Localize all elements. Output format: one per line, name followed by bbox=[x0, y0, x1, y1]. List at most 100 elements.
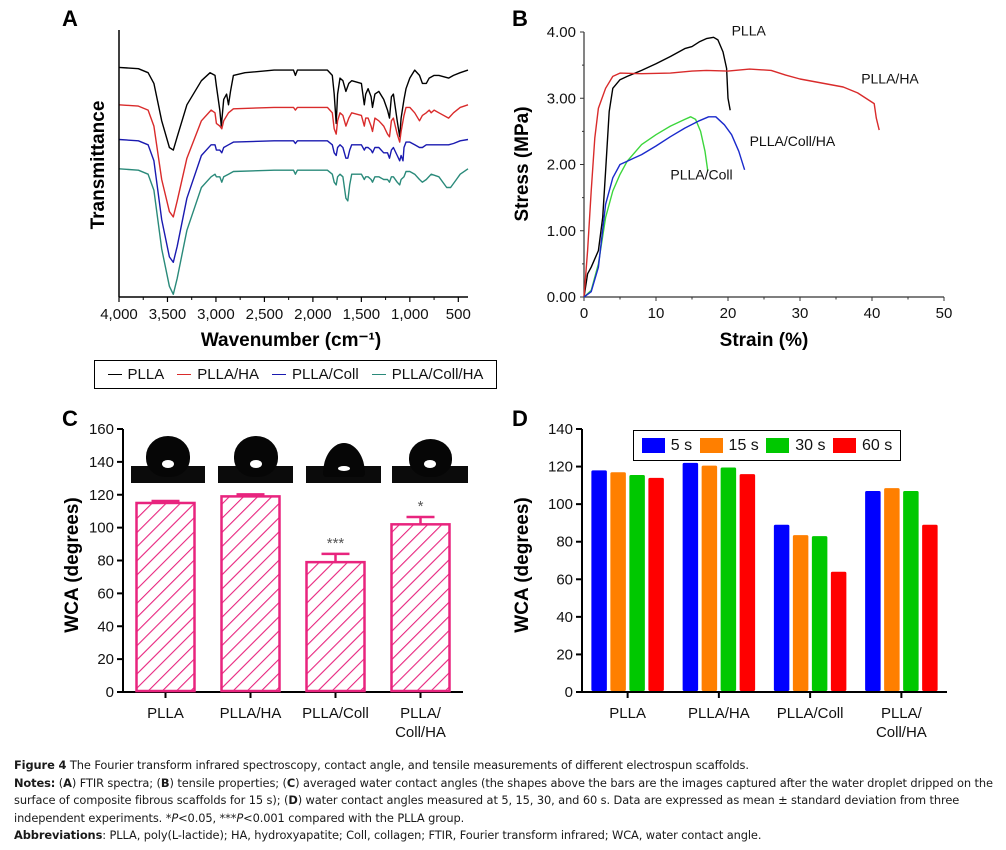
notes-segment: <0.001 compared with the PLLA group. bbox=[243, 810, 465, 825]
water-droplet bbox=[146, 436, 190, 477]
wca-c-category-label: Coll/HA bbox=[395, 724, 446, 741]
tensile-series-label: PLLA/HA bbox=[861, 71, 919, 87]
wca-c-category-label: PLLA/HA bbox=[220, 705, 282, 722]
ftir-x-tick-label: 500 bbox=[446, 306, 471, 323]
wca-legend-item: 30 s bbox=[766, 437, 826, 455]
wca-c-category-label: PLLA bbox=[147, 705, 184, 722]
wca-d-bar-15s bbox=[610, 472, 626, 691]
ftir-x-tick-label: 2,000 bbox=[294, 306, 332, 323]
tensile-y-tick-label: 3.00 bbox=[547, 90, 576, 107]
water-droplet bbox=[234, 436, 278, 477]
tensile-xlabel: Strain (%) bbox=[720, 330, 809, 351]
wca-legend-item: 5 s bbox=[641, 436, 693, 455]
tensile-x-tick-label: 20 bbox=[720, 305, 737, 322]
ftir-x-tick-label: 2,500 bbox=[246, 306, 284, 323]
ftir-series-line-plla bbox=[118, 66, 469, 151]
caption-title: Figure 4 The Fourier transform infrared … bbox=[14, 757, 1004, 775]
wca-d-bar-5s bbox=[591, 470, 607, 691]
caption-abbreviations-text: : PLLA, poly(L-lactide); HA, hydroxyapat… bbox=[102, 828, 762, 842]
wca-d-category-label: PLLA/Coll bbox=[777, 705, 844, 722]
wca-d-y-tick-label: 120 bbox=[548, 459, 573, 476]
legend-label: PLLA bbox=[127, 366, 165, 383]
significance-marker: * bbox=[418, 498, 424, 515]
wca-c-bar bbox=[305, 560, 366, 693]
wca-d-bar-15s bbox=[884, 488, 900, 691]
wca-d-y-tick-label: 100 bbox=[548, 496, 573, 513]
panel-c-wca-average: C 0 20 40 60 80 100 120 140 160 PLLA PLLA/HA PLLA/C… bbox=[0, 400, 500, 755]
ftir-x-tick-label: 1,500 bbox=[343, 306, 381, 323]
wca-d-category-label: PLLA bbox=[609, 705, 646, 722]
water-droplet-image bbox=[218, 433, 293, 483]
ftir-series-line-plla-coll-ha bbox=[118, 168, 469, 295]
tensile-y-tick-label: 1.00 bbox=[547, 223, 576, 240]
wca-c-y-tick-label: 80 bbox=[97, 553, 114, 570]
wca-d-y-tick-label: 20 bbox=[556, 646, 573, 663]
legend-line-swatch bbox=[107, 374, 122, 375]
legend-color-swatch bbox=[699, 438, 723, 453]
ftir-series-line-plla-coll bbox=[118, 138, 469, 263]
wca-d-bar-30s bbox=[903, 490, 919, 691]
panel-b-tensile: B 0.00 1.00 2.00 3.00 4.00 0 10 20 30 40 50 PLLA PL… bbox=[500, 0, 1006, 360]
ftir-legend: PLLA PLLA/HA PLLA/Coll PLLA/Coll/HA bbox=[94, 360, 497, 389]
tensile-series-line-plla-coll bbox=[583, 116, 709, 298]
droplet-glint bbox=[162, 460, 174, 468]
caption-figure-label: Figure 4 bbox=[14, 758, 67, 772]
wca-c-y-tick-label: 160 bbox=[89, 421, 114, 438]
legend-label: 5 s bbox=[670, 436, 693, 454]
droplet-glint bbox=[338, 466, 350, 471]
legend-color-swatch bbox=[766, 438, 790, 453]
legend-label: PLLA/Coll/HA bbox=[391, 366, 484, 383]
tensile-x-tick-label: 30 bbox=[792, 305, 809, 322]
notes-segment: ) FTIR spectra; ( bbox=[71, 775, 161, 790]
droplet-glint bbox=[250, 460, 262, 468]
ftir-xlabel: Wavenumber (cm⁻¹) bbox=[201, 330, 381, 351]
ftir-legend-item: PLLA/Coll bbox=[271, 366, 359, 383]
tensile-series-line-plla-coll-ha bbox=[583, 116, 746, 298]
water-droplet-image bbox=[392, 433, 468, 483]
legend-line-swatch bbox=[271, 374, 286, 375]
ftir-ylabel: Transmittance bbox=[88, 101, 109, 230]
droplet-glint bbox=[424, 460, 436, 468]
panel-letter-b: B bbox=[512, 6, 528, 31]
wca-d-bar-30s bbox=[720, 467, 737, 691]
wca-legend-item: 15 s bbox=[699, 437, 759, 455]
wca-d-y-tick-label: 40 bbox=[556, 609, 573, 626]
ftir-plot: 4,000 3,500 3,000 2,500 2,000 1,500 1,000 500 T… bbox=[88, 30, 471, 351]
wca-d-bar-5s bbox=[865, 490, 881, 691]
tensile-x-tick-label: 0 bbox=[580, 305, 588, 322]
notes-segment: P bbox=[171, 810, 179, 825]
caption-notes-label: Notes: bbox=[14, 775, 56, 790]
water-droplet bbox=[409, 439, 452, 477]
tensile-x-tick-label: 40 bbox=[864, 305, 881, 322]
wca-d-bar-30s bbox=[629, 475, 645, 691]
tensile-y-tick-label: 2.00 bbox=[547, 157, 576, 174]
legend-label: PLLA/Coll bbox=[291, 366, 359, 383]
wca-c-bar bbox=[220, 495, 281, 693]
notes-segment: ) water contact angles measured at 5, 15… bbox=[14, 793, 960, 825]
notes-segment: B bbox=[160, 775, 170, 790]
ftir-series-line-plla-ha bbox=[118, 104, 469, 218]
tensile-plot: 0.00 1.00 2.00 3.00 4.00 0 10 20 30 40 50 PLLA PLLA… bbox=[512, 22, 952, 351]
wca-d-category-label: PLLA/ bbox=[881, 705, 923, 722]
ftir-x-tick-label: 3,000 bbox=[197, 306, 235, 323]
wca-d-bar-60s bbox=[922, 524, 938, 691]
caption-notes: Notes: (A) FTIR spectra; (B) tensile pro… bbox=[14, 775, 1004, 828]
wca-c-y-tick-label: 60 bbox=[97, 585, 114, 602]
wca-d-bar-60s bbox=[648, 477, 664, 691]
notes-segment: ( bbox=[55, 775, 64, 790]
wca-legend-item: 60 s bbox=[832, 437, 892, 455]
wca-c-bar bbox=[390, 523, 451, 693]
wca-c-y-tick-label: 0 bbox=[106, 684, 114, 701]
caption-abbreviations-label: Abbreviations bbox=[14, 828, 103, 842]
tensile-x-tick-label: 10 bbox=[648, 305, 665, 322]
wca-d-category-label: PLLA/HA bbox=[688, 705, 750, 722]
wca-d-category-label: Coll/HA bbox=[876, 724, 927, 741]
panel-d-wca-time: D 0 20 40 60 80 100 120 140 PLLA PLLA/HA PLLA/Coll… bbox=[500, 400, 1006, 755]
ftir-legend-item: PLLA bbox=[107, 366, 165, 383]
tensile-series-line-plla bbox=[583, 36, 731, 298]
ftir-x-tick-label: 3,500 bbox=[149, 306, 187, 323]
wca-c-ylabel: WCA (degrees) bbox=[62, 497, 83, 632]
ftir-x-tick-label: 1,000 bbox=[391, 306, 429, 323]
wca-time-legend: 5 s 15 s 30 s 60 s bbox=[633, 430, 901, 461]
wca-c-y-tick-label: 140 bbox=[89, 454, 114, 471]
